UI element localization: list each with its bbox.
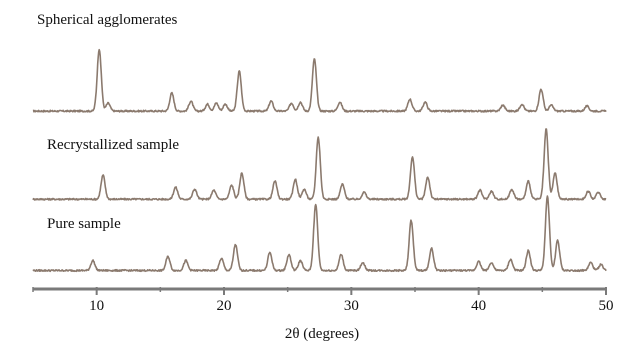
series-label-spherical-agglomerates: Spherical agglomerates — [37, 12, 178, 28]
series-trace-spherical-agglomerates — [32, 48, 607, 113]
series-label-recrystallized-sample: Recrystallized sample — [47, 137, 179, 153]
series-trace-recrystallized-sample — [32, 128, 607, 201]
x-tick-label-50: 50 — [599, 298, 614, 314]
x-axis-title: 2θ (degrees) — [285, 326, 359, 342]
x-tick-label-30: 30 — [344, 298, 359, 314]
x-tick-label-40: 40 — [471, 298, 486, 314]
series-trace-pure-sample — [32, 195, 607, 273]
x-axis-ticks — [32, 287, 607, 295]
x-tick-label-10: 10 — [89, 298, 104, 314]
series-label-pure-sample: Pure sample — [47, 216, 121, 232]
x-tick-label-20: 20 — [217, 298, 232, 314]
